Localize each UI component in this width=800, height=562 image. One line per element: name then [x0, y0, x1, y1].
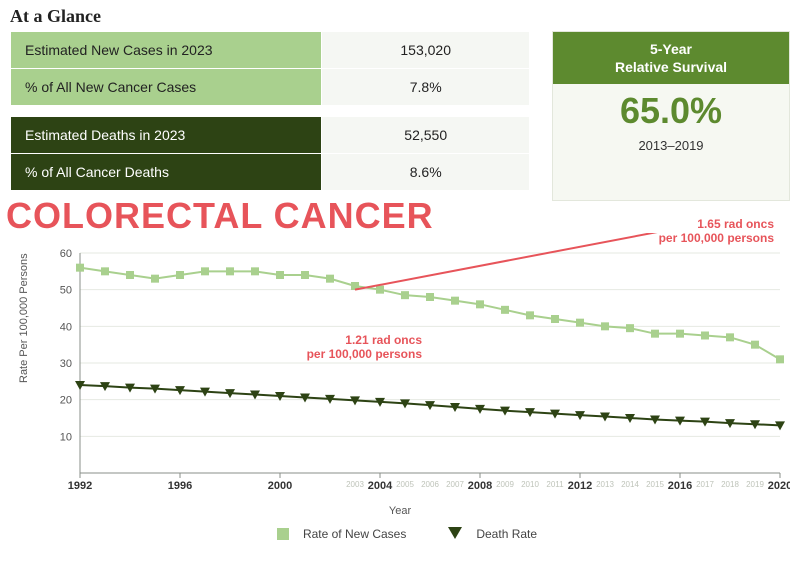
svg-text:2009: 2009 [496, 480, 514, 489]
stats-column: Estimated New Cases in 2023 153,020 % of… [10, 31, 530, 201]
survival-card: 5-YearRelative Survival 65.0% 2013–2019 [552, 31, 790, 201]
stats-new-cases: Estimated New Cases in 2023 153,020 % of… [10, 31, 530, 106]
svg-text:60: 60 [60, 248, 72, 260]
top-row: Estimated New Cases in 2023 153,020 % of… [0, 31, 800, 201]
survival-percent: 65.0% [553, 84, 789, 134]
stat-label: Estimated Deaths in 2023 [11, 117, 322, 154]
svg-text:2016: 2016 [668, 480, 692, 492]
svg-text:2004: 2004 [368, 480, 393, 492]
stat-label: % of All New Cancer Cases [11, 69, 322, 106]
svg-text:2018: 2018 [721, 480, 739, 489]
stats-deaths: Estimated Deaths in 2023 52,550 % of All… [10, 116, 530, 191]
stat-label: % of All Cancer Deaths [11, 154, 322, 191]
svg-text:2008: 2008 [468, 480, 492, 492]
stat-value: 8.6% [322, 154, 530, 191]
svg-text:50: 50 [60, 285, 72, 297]
stat-value: 7.8% [322, 69, 530, 106]
svg-text:1996: 1996 [168, 480, 192, 492]
svg-text:2007: 2007 [446, 480, 464, 489]
svg-text:2019: 2019 [746, 480, 764, 489]
annotation-high: 1.65 rad oncsper 100,000 persons [659, 217, 774, 245]
svg-text:2014: 2014 [621, 480, 639, 489]
svg-text:2017: 2017 [696, 480, 714, 489]
svg-text:2011: 2011 [546, 480, 564, 489]
stat-value: 153,020 [322, 32, 530, 69]
svg-text:40: 40 [60, 321, 72, 333]
rate-chart: 10 20 30 40 50 60 1992 1996 2000 2004 2008 2012 2016… [10, 233, 790, 543]
survival-head: 5-YearRelative Survival [553, 32, 789, 84]
svg-text:2013: 2013 [596, 480, 614, 489]
y-axis-label: Rate Per 100,000 Persons [18, 253, 30, 383]
chart-legend: Rate of New CasesDeath Rate [10, 527, 790, 541]
svg-text:10: 10 [60, 431, 72, 443]
svg-text:2020: 2020 [768, 480, 790, 492]
x-axis-label: Year [10, 505, 790, 517]
stat-value: 52,550 [322, 117, 530, 154]
svg-text:2005: 2005 [396, 480, 414, 489]
svg-text:2006: 2006 [421, 480, 439, 489]
svg-text:2000: 2000 [268, 480, 292, 492]
survival-range: 2013–2019 [553, 134, 789, 163]
annotation-low: 1.21 rad oncsper 100,000 persons [307, 333, 422, 361]
svg-text:2012: 2012 [568, 480, 592, 492]
svg-text:2015: 2015 [646, 480, 664, 489]
section-heading: At a Glance [0, 0, 800, 31]
svg-text:2003: 2003 [346, 480, 364, 489]
svg-text:2010: 2010 [521, 480, 539, 489]
svg-text:30: 30 [60, 358, 72, 370]
svg-text:1992: 1992 [68, 480, 92, 492]
svg-text:20: 20 [60, 395, 72, 407]
stat-label: Estimated New Cases in 2023 [11, 32, 322, 69]
